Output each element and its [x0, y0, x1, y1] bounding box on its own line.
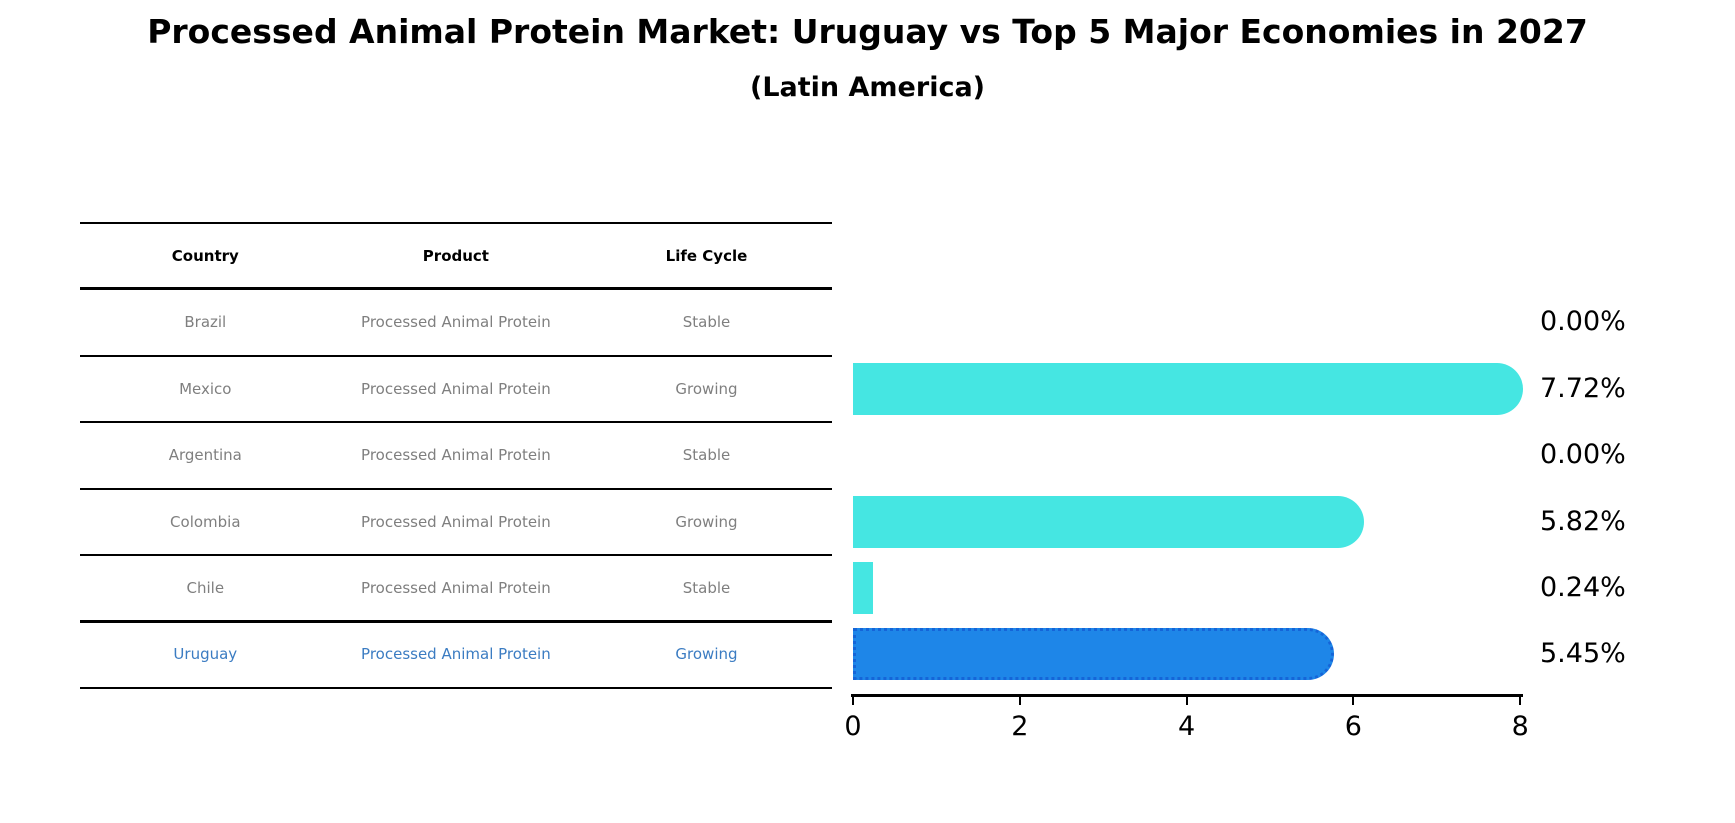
- x-tick-mark: [1185, 697, 1188, 705]
- cell-product: Processed Animal Protein: [361, 645, 551, 663]
- table-rule-row1: [80, 355, 832, 357]
- x-tick-label: 2: [1011, 711, 1029, 742]
- cell-life-cycle: Growing: [675, 645, 738, 663]
- x-tick-label: 4: [1178, 711, 1196, 742]
- x-tick-mark: [1352, 697, 1355, 705]
- cell-life-cycle: Growing: [675, 380, 738, 398]
- x-tick-label: 0: [844, 711, 862, 742]
- x-tick-label: 8: [1511, 711, 1529, 742]
- x-tick-mark: [1018, 697, 1021, 705]
- table-row-uruguay: Uruguay Processed Animal Protein Growing: [80, 642, 832, 666]
- table-rule-bottom: [80, 687, 832, 689]
- table-row: Colombia Processed Animal Protein Growin…: [80, 510, 832, 534]
- table-header-product: Product: [422, 247, 489, 265]
- table-header-country: Country: [171, 247, 239, 265]
- value-label-uruguay: 5.45%: [1540, 638, 1626, 669]
- cell-life-cycle: Stable: [682, 313, 731, 331]
- table-row: Mexico Processed Animal Protein Growing: [80, 377, 832, 401]
- cell-life-cycle: Growing: [675, 513, 738, 531]
- value-label-argentina: 0.00%: [1540, 439, 1626, 470]
- value-label-colombia: 5.82%: [1540, 506, 1626, 537]
- cell-country: Chile: [186, 579, 225, 597]
- value-label-chile: 0.24%: [1540, 572, 1626, 603]
- bar-mexico: [853, 363, 1523, 415]
- table-row: Argentina Processed Animal Protein Stabl…: [80, 443, 832, 467]
- table-header-life-cycle: Life Cycle: [665, 247, 748, 265]
- table-rule-row5: [80, 620, 832, 623]
- x-tick-label: 6: [1344, 711, 1362, 742]
- cell-country: Argentina: [168, 446, 242, 464]
- cell-country: Mexico: [179, 380, 232, 398]
- value-label-mexico: 7.72%: [1540, 373, 1626, 404]
- bar-colombia: [853, 496, 1365, 548]
- cell-life-cycle: Stable: [682, 446, 731, 464]
- x-axis-line: [851, 694, 1523, 697]
- table-rule-header-bottom: [80, 287, 832, 290]
- x-tick-mark: [1519, 697, 1522, 705]
- table-rule-row2: [80, 421, 832, 423]
- table-row: Chile Processed Animal Protein Stable: [80, 576, 832, 600]
- table-rule-top: [80, 222, 832, 224]
- cell-product: Processed Animal Protein: [361, 513, 551, 531]
- table-row: Brazil Processed Animal Protein Stable: [80, 310, 832, 334]
- table-header-row: Country Product Life Cycle: [80, 244, 832, 268]
- cell-country: Brazil: [184, 313, 227, 331]
- cell-product: Processed Animal Protein: [361, 380, 551, 398]
- value-label-brazil: 0.00%: [1540, 306, 1626, 337]
- cell-country: Colombia: [170, 513, 241, 531]
- cell-life-cycle: Stable: [682, 579, 731, 597]
- bar-uruguay: [853, 628, 1334, 680]
- table-rule-row3: [80, 488, 832, 490]
- cell-product: Processed Animal Protein: [361, 446, 551, 464]
- table-rule-row4: [80, 554, 832, 556]
- bar-chile: [853, 562, 874, 614]
- chart-title: Processed Animal Protein Market: Uruguay…: [147, 12, 1588, 51]
- x-tick-mark: [852, 697, 854, 705]
- cell-product: Processed Animal Protein: [361, 579, 551, 597]
- chart-subtitle: (Latin America): [749, 72, 986, 103]
- cell-product: Processed Animal Protein: [361, 313, 551, 331]
- cell-country: Uruguay: [173, 645, 238, 663]
